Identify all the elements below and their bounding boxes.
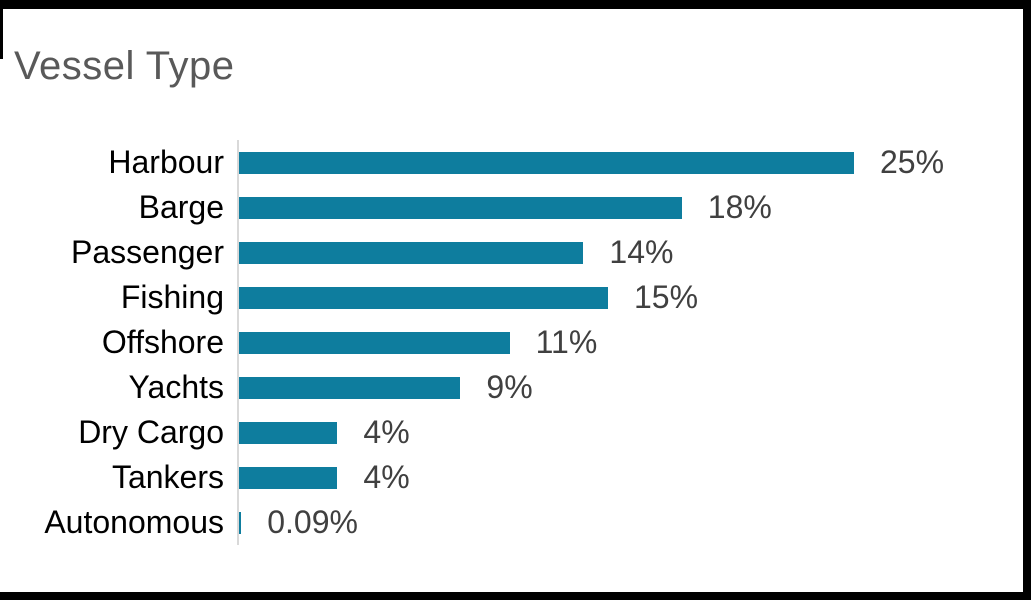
chart-row: Yachts 9%	[12, 365, 1012, 410]
plot-area: 0.09%	[237, 500, 1012, 545]
chart-row: Barge 18%	[12, 185, 1012, 230]
bar	[239, 286, 608, 309]
value-label: 0.09%	[267, 504, 358, 540]
plot-area: 4%	[237, 410, 1012, 455]
chart-row: Fishing 15%	[12, 275, 1012, 320]
value-label: 4%	[363, 414, 410, 450]
value-label: 25%	[880, 144, 945, 180]
plot-area: 4%	[237, 455, 1012, 500]
plot-area: 25%	[237, 140, 1012, 185]
category-label: Passenger	[71, 234, 224, 270]
category-label: Fishing	[120, 279, 224, 315]
category-label: Barge	[138, 189, 224, 225]
chart-title: Vessel Type	[14, 44, 235, 88]
bar	[239, 331, 510, 354]
chart-row: Harbour 25%	[12, 140, 1012, 185]
value-label: 4%	[363, 459, 410, 495]
value-label: 18%	[707, 189, 772, 225]
chart-row: Autonomous 0.09%	[12, 500, 1012, 545]
chart-row: Dry Cargo 4%	[12, 410, 1012, 455]
category-label: Dry Cargo	[78, 414, 224, 450]
category-label: Harbour	[108, 144, 224, 180]
bar	[239, 511, 242, 534]
value-label: 15%	[634, 279, 699, 315]
bar	[239, 196, 682, 219]
value-label: 14%	[609, 234, 674, 270]
chart-row: Offshore 11%	[12, 320, 1012, 365]
category-label: Autonomous	[44, 504, 224, 540]
bar	[239, 421, 338, 444]
bar	[239, 241, 584, 264]
chart-row: Passenger 14%	[12, 230, 1012, 275]
bar-chart: Harbour 25% Barge 18% Passenger 14% Fish…	[12, 140, 1012, 545]
plot-area: 18%	[237, 185, 1012, 230]
plot-area: 15%	[237, 275, 1012, 320]
plot-area: 9%	[237, 365, 1012, 410]
value-label: 9%	[486, 369, 533, 405]
plot-area: 11%	[237, 320, 1012, 365]
left-border-fragment	[0, 9, 3, 59]
chart-row: Tankers 4%	[12, 455, 1012, 500]
plot-area: 14%	[237, 230, 1012, 275]
bar	[239, 151, 854, 174]
category-label: Tankers	[111, 459, 224, 495]
category-label: Yachts	[128, 369, 224, 405]
bar	[239, 466, 338, 489]
bar	[239, 376, 461, 399]
category-label: Offshore	[101, 324, 224, 360]
value-label: 11%	[535, 324, 598, 360]
